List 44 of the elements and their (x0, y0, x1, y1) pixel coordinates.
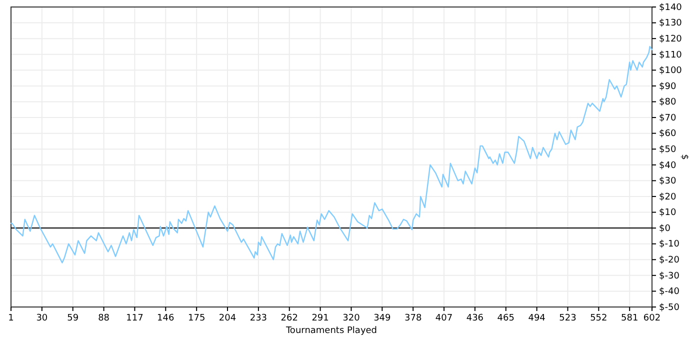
y2-tick-label: $120 (659, 34, 682, 44)
y2-axis-title: $ (679, 154, 689, 160)
x-axis-title: Tournaments Played (284, 326, 378, 336)
x-tick-label: 494 (528, 313, 546, 324)
y2-tick-label: $100 (659, 66, 682, 76)
y2-tick-label: $130 (659, 18, 682, 29)
x-tick-label: 146 (157, 313, 175, 324)
y2-tick-label: $40 (659, 160, 676, 171)
x-tick-label: 436 (466, 313, 484, 324)
x-tick-label: 407 (435, 313, 453, 324)
y2-tick-label: $70 (659, 113, 676, 124)
y2-tick-label: $60 (659, 129, 676, 140)
x-tick-label: 1 (8, 313, 14, 324)
x-tick-label: 465 (497, 313, 514, 324)
x-tick-label: 117 (126, 313, 144, 324)
x-tick-label: 320 (342, 313, 360, 324)
y2-tick-label: $90 (659, 82, 676, 92)
x-tick-label: 523 (559, 313, 576, 324)
y2-tick-label: $110 (659, 50, 682, 60)
x-tick-label: 88 (98, 313, 110, 324)
y2-tick-label: $80 (659, 98, 676, 108)
x-tick-label: 175 (188, 313, 206, 324)
x-tick-label: 59 (67, 313, 79, 324)
x-tick-label: 204 (218, 313, 236, 324)
y2-tick-label: $-50 (659, 302, 680, 313)
x-tick-label: 30 (36, 313, 48, 324)
y2-tick-label: $10 (659, 208, 676, 218)
y2-tick-label: $-30 (659, 271, 680, 282)
y2-tick-label: $20 (659, 192, 676, 202)
x-tick-label: 378 (404, 313, 422, 324)
x-tick-label: 291 (312, 313, 329, 324)
y2-tick-label: $0 (659, 224, 671, 234)
x-tick-label: 581 (621, 313, 638, 324)
x-tick-label: 349 (374, 313, 392, 324)
y2-tick-label: $50 (659, 144, 676, 155)
y2-tick-label: $-20 (659, 256, 680, 266)
y2-tick-label: $-10 (659, 240, 680, 250)
y2-tick-label: $30 (659, 176, 676, 187)
y2-tick-label: $-40 (659, 287, 680, 298)
x-tick-label: 233 (250, 313, 268, 324)
x-tick-label: 262 (280, 313, 298, 324)
x-tick-label: 602 (643, 313, 661, 324)
x-tick-label: 552 (590, 313, 608, 324)
y2-tick-label: $140 (659, 2, 682, 13)
